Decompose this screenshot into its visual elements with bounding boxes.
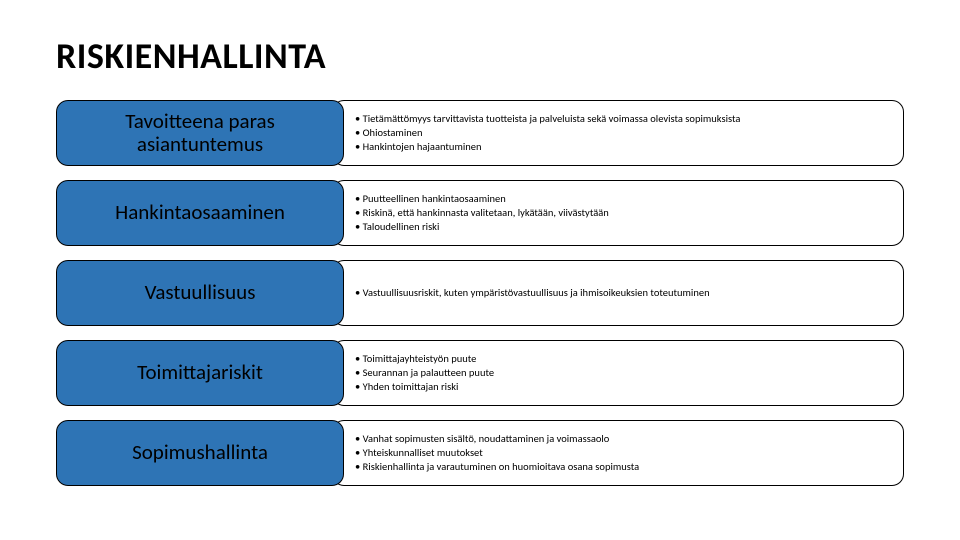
risk-bullet: Taloudellinen riski [355, 220, 889, 234]
risk-bullet: Yhden toimittajan riski [355, 380, 889, 394]
risk-detail: Toimittajayhteistyön puuteSeurannan ja p… [332, 340, 904, 406]
risk-bullet: Puutteellinen hankintaosaaminen [355, 192, 889, 206]
risk-detail: Puutteellinen hankintaosaaminenRiskinä, … [332, 180, 904, 246]
risk-bullet: Yhteiskunnalliset muutokset [355, 446, 889, 460]
risk-detail: Vanhat sopimusten sisältö, noudattaminen… [332, 420, 904, 486]
risk-bullet: Riskinä, että hankinnasta valitetaan, ly… [355, 206, 889, 220]
risk-row: Tavoitteena paras asiantuntemus Tietämätt… [56, 100, 904, 166]
risk-bullet: Tietämättömyys tarvittavista tuotteista … [355, 112, 889, 126]
risk-bullet: Vanhat sopimusten sisältö, noudattaminen… [355, 432, 889, 446]
risk-detail: Vastuullisuusriskit, kuten ympäristövast… [332, 260, 904, 326]
slide-title: RISKIENHALLINTA [56, 34, 904, 78]
risk-row: ToimittajariskitToimittajayhteistyön puu… [56, 340, 904, 406]
risk-bullet: Riskienhallinta ja varautuminen on huomi… [355, 460, 889, 474]
risk-label: Toimittajariskit [56, 340, 344, 406]
risk-bullet: Seurannan ja palautteen puute [355, 366, 889, 380]
risk-label: Vastuullisuus [56, 260, 344, 326]
risk-row: Sopimushallinta Vanhat sopimusten sisältö… [56, 420, 904, 486]
risk-bullet: Toimittajayhteistyön puute [355, 352, 889, 366]
slide: RISKIENHALLINTA Tavoitteena paras asiant… [0, 0, 960, 540]
risk-bullet: Vastuullisuusriskit, kuten ympäristövast… [355, 286, 889, 300]
risk-label: Tavoitteena paras asiantuntemus [56, 100, 344, 166]
risk-bullet: Ohiostaminen [355, 126, 889, 140]
risk-label: Hankintaosaaminen [56, 180, 344, 246]
risk-label: Sopimushallinta [56, 420, 344, 486]
risk-row: HankintaosaaminenPuutteellinen hankintao… [56, 180, 904, 246]
risk-detail: Tietämättömyys tarvittavista tuotteista … [332, 100, 904, 166]
rows-container: Tavoitteena paras asiantuntemus Tietämätt… [56, 100, 904, 486]
risk-bullet: Hankintojen hajaantuminen [355, 140, 889, 154]
risk-row: Vastuullisuus Vastuullisuusriskit, kuten … [56, 260, 904, 326]
